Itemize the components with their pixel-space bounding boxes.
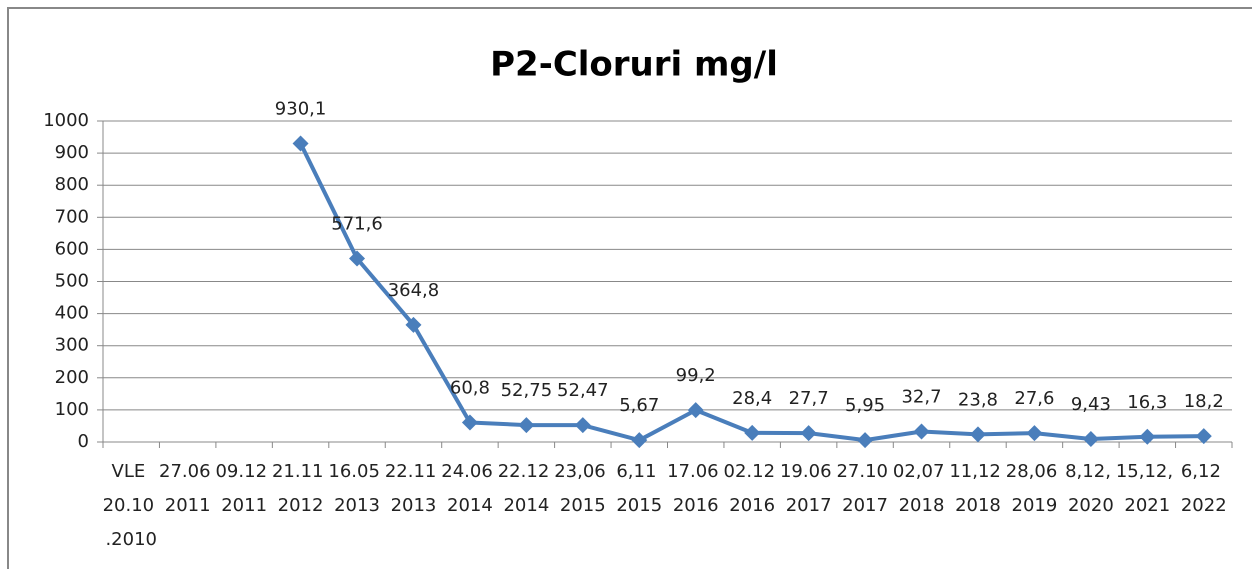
data-label: 16,3: [1127, 392, 1167, 413]
data-label: 9,43: [1071, 394, 1111, 415]
x-tick-label: 11,12 2018: [949, 461, 1006, 516]
marker: [913, 423, 930, 440]
x-tick-label: 21.11 2012: [272, 461, 329, 516]
data-label: 364,8: [388, 280, 440, 301]
marker: [405, 316, 422, 333]
x-tick-label: 19.06 2017: [780, 461, 837, 516]
marker: [744, 424, 761, 441]
data-label: 18,2: [1184, 391, 1224, 412]
x-tick-label: 17.06 2016: [667, 461, 724, 516]
marker: [574, 417, 591, 434]
marker: [518, 417, 535, 434]
x-tick-label: 6,11 2015: [616, 461, 662, 516]
data-label: 27,7: [789, 388, 829, 409]
chart-frame: [7, 7, 1252, 569]
x-tick-label: 16.05 2013: [328, 461, 385, 516]
y-tick-label: 800: [55, 174, 89, 195]
marker: [349, 250, 366, 267]
marker: [969, 426, 986, 443]
marker: [1195, 428, 1212, 445]
data-label: 5,67: [619, 395, 659, 416]
data-label: 571,6: [331, 214, 383, 235]
chart-title: P2-Cloruri mg/l: [490, 45, 778, 85]
x-tick-label: 02,07 2018: [893, 461, 950, 516]
y-tick-label: 400: [55, 303, 89, 324]
data-label: 28,4: [732, 388, 772, 409]
x-tick-label: 22.11 2013: [385, 461, 442, 516]
x-tick-label: 23,06 2015: [554, 461, 611, 516]
x-tick-label: 27.10 2017: [836, 461, 893, 516]
marker: [1139, 428, 1156, 445]
x-tick-label: 28,06 2019: [1006, 461, 1063, 516]
y-tick-label: 900: [55, 142, 89, 163]
data-label: 60,8: [450, 377, 490, 398]
x-tick-label: 15,12, 2021: [1116, 461, 1179, 516]
x-tick-label: 22.12 2014: [498, 461, 555, 516]
y-tick-label: 500: [55, 271, 89, 292]
data-label: 930,1: [275, 98, 327, 119]
x-tick-label: 8,12, 2020: [1065, 461, 1117, 516]
y-tick-label: 100: [55, 399, 89, 420]
y-tick-label: 0: [78, 431, 89, 452]
x-tick-label: 02.12 2016: [724, 461, 781, 516]
y-tick-label: 1000: [43, 110, 89, 131]
y-tick-label: 600: [55, 238, 89, 259]
data-label: 5,95: [845, 395, 885, 416]
data-label: 99,2: [676, 365, 716, 386]
marker: [800, 425, 817, 442]
x-tick-label: VLE 20.10 .2010: [103, 461, 160, 550]
x-tick-label: 6,12 2022: [1181, 461, 1227, 516]
y-tick-label: 200: [55, 367, 89, 388]
data-label: 32,7: [901, 387, 941, 408]
data-label: 52,75: [501, 380, 553, 401]
marker: [857, 432, 874, 449]
x-tick-label: 27.06 2011: [159, 461, 216, 516]
x-tick-label: 24.06 2014: [441, 461, 498, 516]
x-tick-label: 09.12 2011: [215, 461, 272, 516]
data-label: 27,6: [1014, 388, 1054, 409]
data-label: 23,8: [958, 389, 998, 410]
marker: [1026, 425, 1043, 442]
data-label: 52,47: [557, 380, 609, 401]
y-tick-label: 700: [55, 206, 89, 227]
marker: [687, 402, 704, 419]
y-tick-label: 300: [55, 335, 89, 356]
marker: [1082, 430, 1099, 447]
marker: [292, 135, 309, 152]
marker: [461, 414, 478, 431]
marker: [631, 432, 648, 449]
